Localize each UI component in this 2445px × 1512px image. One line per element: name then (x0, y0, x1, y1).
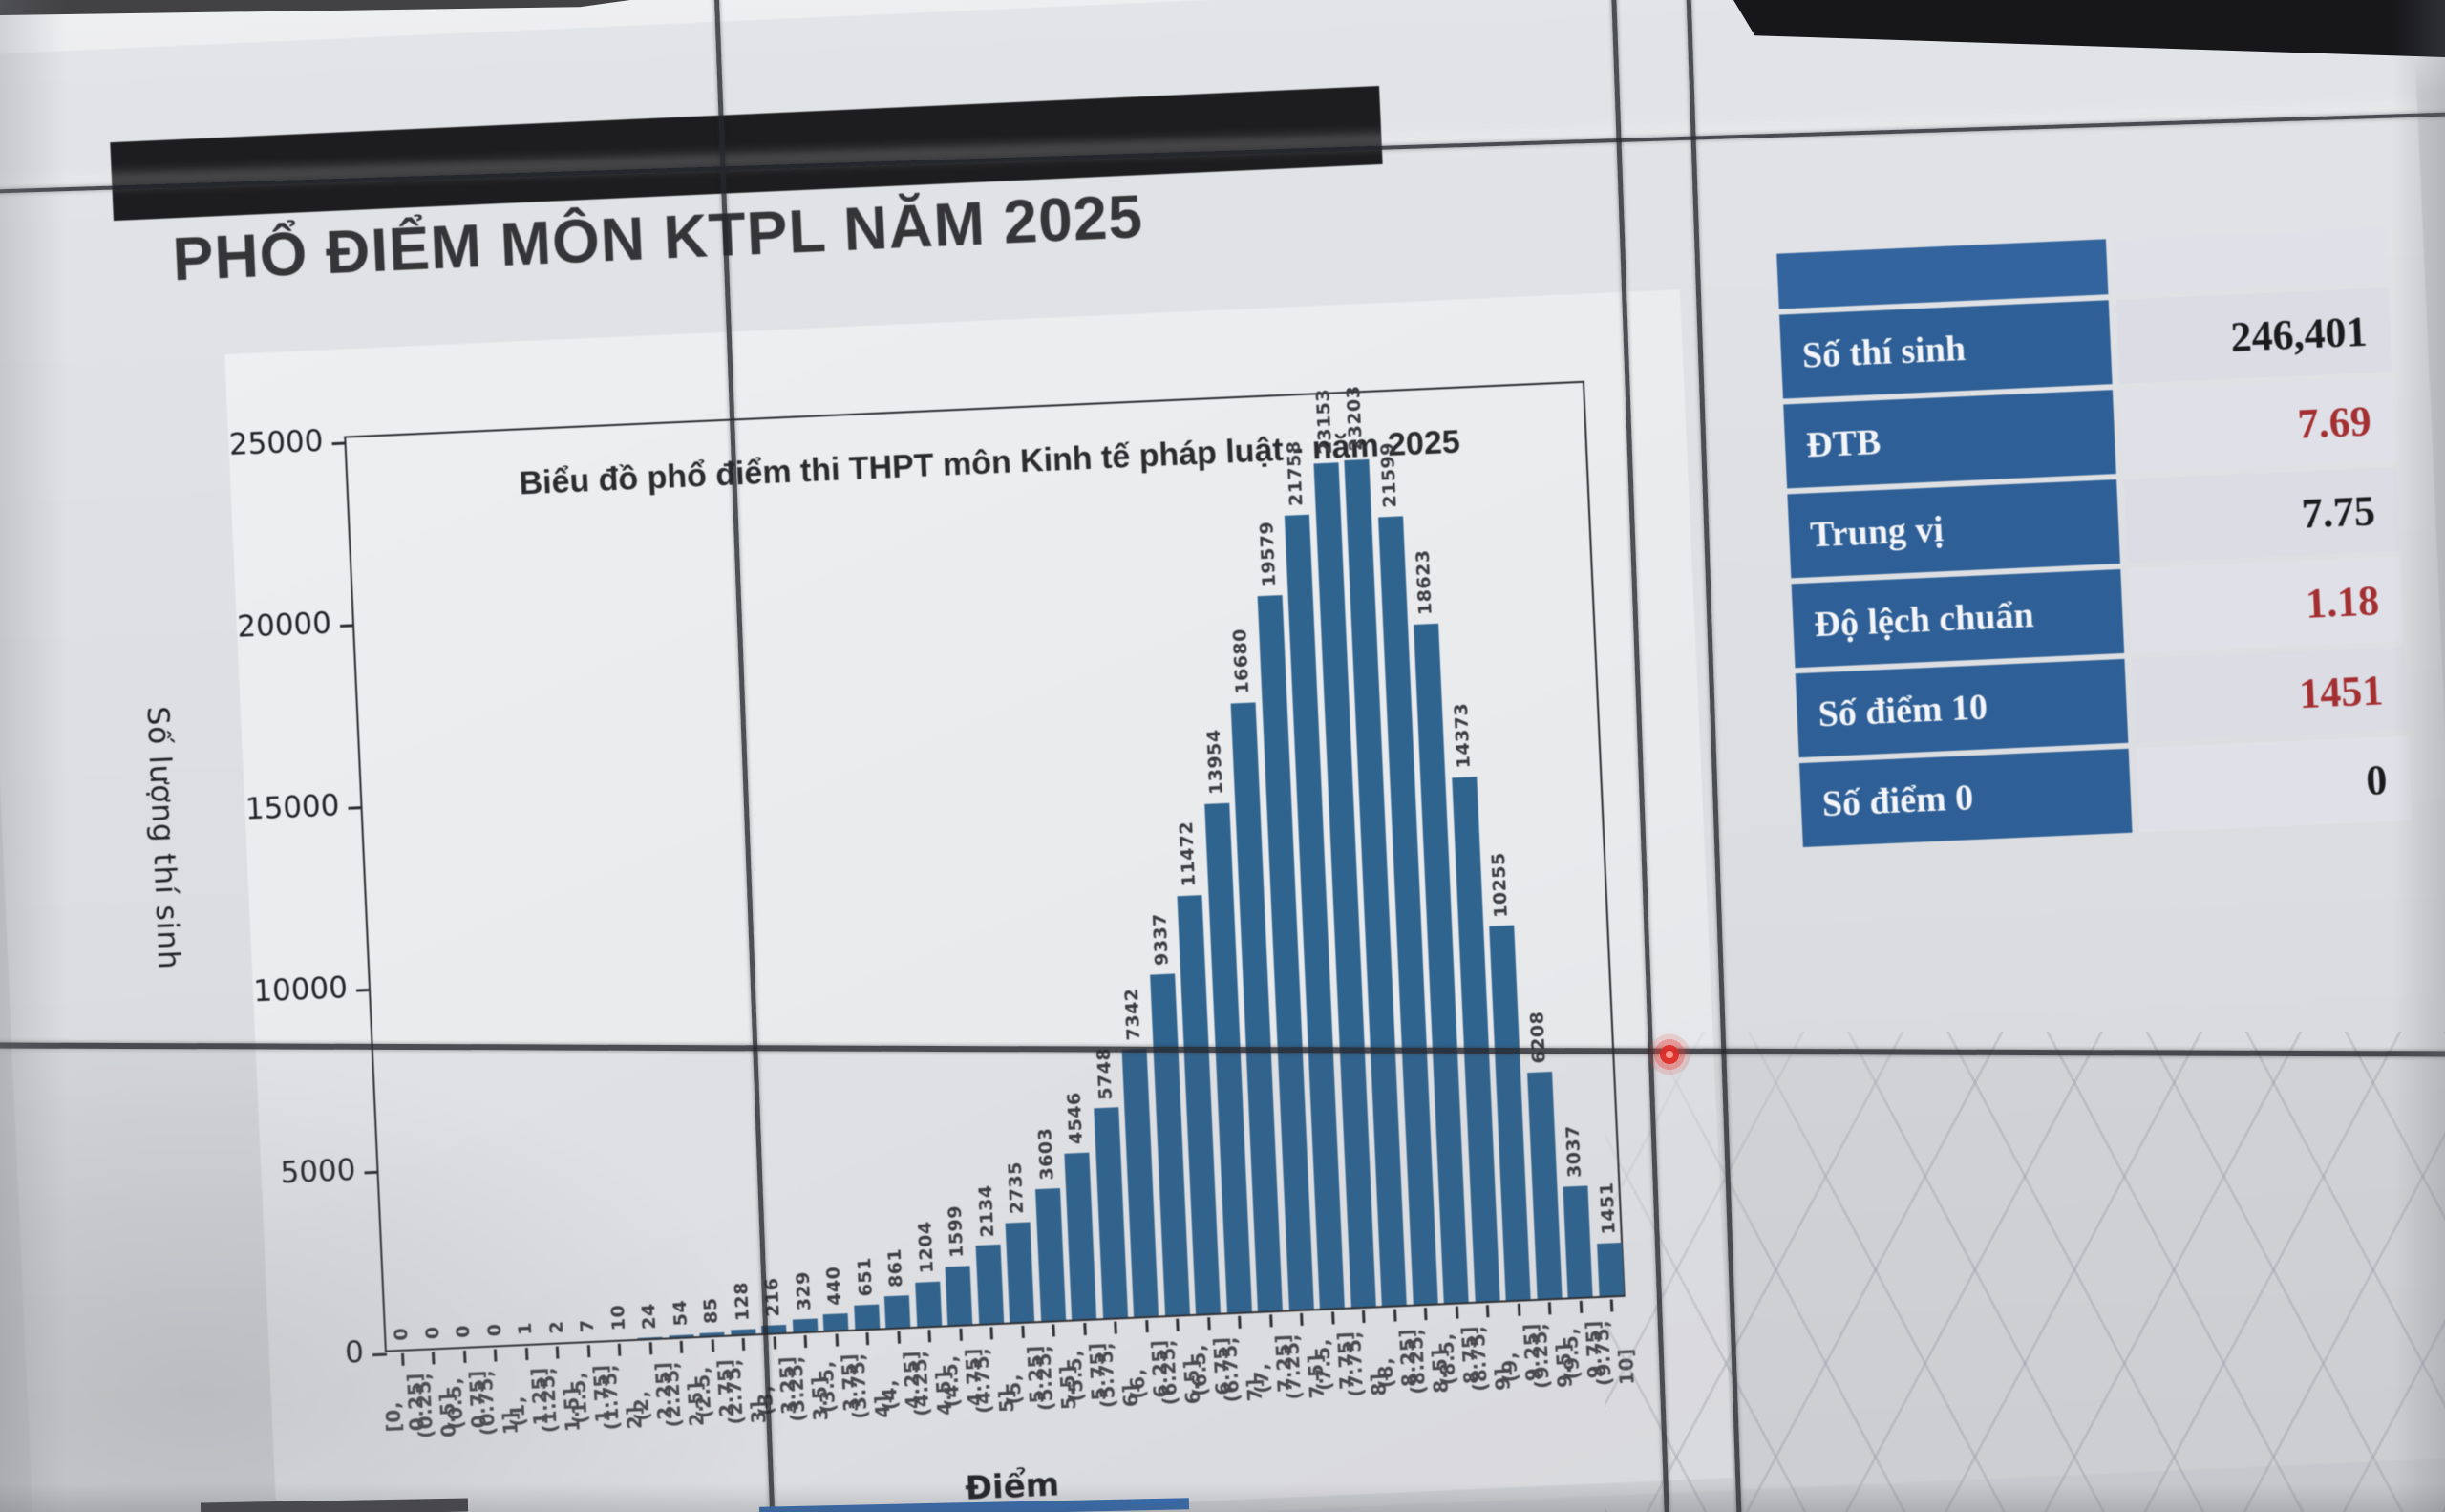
bar-value-label: 11472 (1176, 820, 1201, 887)
stat-value-cell: 246,401 (2115, 287, 2392, 384)
bar-value-label: 21758 (1283, 440, 1308, 507)
bar-value-label: 21599 (1376, 441, 1401, 509)
bar-value-label: 9337 (1149, 913, 1173, 967)
y-tick-label: 20000 (236, 606, 332, 645)
y-tick-label: 25000 (228, 423, 325, 462)
bar-value-label: 23153 (1311, 388, 1336, 455)
bar-value-label: 14373 (1450, 702, 1475, 770)
table-header-value-cell (2113, 226, 2389, 294)
stat-value-cell: 0 (2136, 735, 2413, 833)
stat-value-cell: 7.75 (2124, 467, 2400, 564)
stat-value-cell: 1.18 (2128, 556, 2404, 653)
y-tick-mark (339, 623, 355, 628)
bar-value-label: 23203 (1343, 385, 1368, 452)
bar-value-label: 10255 (1488, 851, 1513, 918)
stat-label-cell: ĐTB (1783, 390, 2116, 489)
bar-value-label: 7342 (1120, 987, 1145, 1041)
stat-label-cell: Trung vị (1787, 479, 2120, 579)
y-tick-label: 15000 (244, 788, 341, 827)
slide-background-diamond-pattern (1605, 1032, 2445, 1512)
y-axis-title: Số lượng thí sinh (139, 705, 186, 971)
stat-label-cell: Độ lệch chuẩn (1791, 568, 2125, 669)
stat-label-cell: Số điểm 0 (1798, 748, 2133, 848)
stats-table: Số thí sinh 246,401 ĐTB 7.69 Trung vị 7.75 Độ … (1776, 226, 2413, 848)
lower-panel-shading (0, 1051, 2445, 1512)
stat-value-cell: 1451 (2132, 646, 2409, 743)
stat-label-cell: Số thí sinh (1779, 300, 2113, 399)
laser-pointer-dot (1648, 1033, 1690, 1075)
bar-value-label: 18623 (1412, 548, 1436, 616)
stat-value-cell: 7.69 (2119, 377, 2396, 474)
bar-value-label: 19579 (1255, 521, 1280, 588)
y-tick-mark (348, 805, 363, 810)
y-tick-mark (355, 988, 372, 992)
y-tick-label: 10000 (252, 970, 349, 1010)
stat-label-cell: Số điểm 10 (1795, 658, 2129, 758)
bar-value-label: 13954 (1202, 729, 1227, 796)
bar-value-label: 16680 (1229, 628, 1254, 695)
y-tick-mark (331, 440, 347, 445)
table-header-label-cell (1776, 239, 2109, 309)
